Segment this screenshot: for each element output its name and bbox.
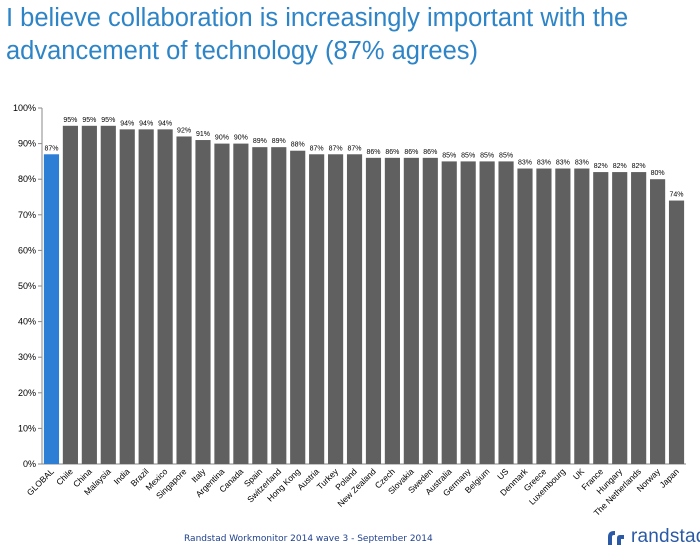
bar-spain: [252, 147, 268, 464]
bar-china: [81, 125, 97, 465]
value-label: 94%: [158, 120, 172, 127]
value-label: 86%: [385, 149, 399, 156]
value-label: 90%: [234, 135, 248, 142]
y-tick-label: 50%: [18, 281, 36, 291]
value-label: 85%: [461, 152, 475, 159]
value-label: 92%: [177, 127, 191, 134]
bar-singapore: [176, 136, 192, 465]
bar-mexico: [157, 129, 173, 465]
bar-norway: [650, 179, 666, 464]
bar-new-zealand: [365, 157, 382, 464]
value-label: 80%: [651, 170, 665, 177]
brand-logo: randstad: [606, 526, 700, 548]
value-label: 82%: [594, 163, 608, 170]
bar-brazil: [138, 129, 154, 465]
y-tick-label: 60%: [18, 245, 36, 255]
randstad-logo-icon: [608, 531, 624, 545]
bar-france: [593, 172, 609, 464]
bar-slovakia: [403, 157, 419, 464]
value-label: 95%: [101, 117, 115, 124]
bar-denmark: [517, 168, 533, 464]
y-tick-label: 20%: [18, 388, 36, 398]
bar-the-netherlands: [631, 172, 647, 464]
value-label: 86%: [404, 149, 418, 156]
y-tick-label: 40%: [18, 317, 36, 327]
value-label: 87%: [348, 145, 362, 152]
value-label: 86%: [423, 149, 437, 156]
value-label: 74%: [670, 192, 684, 199]
y-tick-label: 0%: [23, 459, 36, 469]
value-label: 85%: [480, 152, 494, 159]
bar-turkey: [328, 154, 344, 464]
value-label: 89%: [253, 138, 267, 145]
bar-switzerland: [271, 147, 287, 464]
bar-hungary: [612, 172, 628, 464]
value-label: 88%: [291, 142, 305, 149]
bar-austria: [309, 154, 325, 464]
bar-italy: [195, 140, 211, 465]
bar-india: [119, 129, 135, 465]
bar-poland: [346, 154, 363, 464]
y-tick-label: 80%: [18, 174, 36, 184]
value-label: 94%: [139, 120, 153, 127]
bar-malaysia: [100, 125, 116, 465]
y-axis-ticks: 0% 10% 20% 30% 40% 50% 60% 70% 80% 90% 100%: [13, 103, 42, 469]
bar-chile: [62, 125, 78, 465]
value-label: 87%: [329, 145, 343, 152]
bar-us: [498, 161, 514, 464]
value-label: 85%: [499, 152, 513, 159]
bars: [43, 125, 685, 465]
value-label: 82%: [613, 163, 627, 170]
value-label: 89%: [272, 138, 286, 145]
value-label: 83%: [518, 160, 532, 167]
logo-text: randstad: [631, 526, 700, 547]
bar-hong-kong: [290, 150, 306, 464]
category-label: GLOBAL: [25, 466, 56, 497]
value-label: 83%: [556, 160, 570, 167]
y-tick-label: 90%: [18, 139, 36, 149]
bar-japan: [668, 200, 685, 464]
source-footer: Randstad Workmonitor 2014 wave 3 - Septe…: [184, 534, 433, 544]
value-label: 95%: [63, 117, 77, 124]
x-axis-labels: GLOBALChileChinaMalaysiaIndiaBrazilMexic…: [25, 466, 681, 518]
bar-czech: [384, 157, 400, 464]
value-label: 83%: [537, 160, 551, 167]
chart-title: I believe collaboration is increasingly …: [6, 4, 629, 65]
value-label: 83%: [575, 160, 589, 167]
value-label: 82%: [632, 163, 646, 170]
bar-greece: [536, 168, 552, 464]
bar-germany: [460, 161, 476, 464]
value-label: 94%: [120, 120, 134, 127]
bar-global: [43, 154, 60, 464]
bar-canada: [233, 143, 249, 464]
value-label: 87%: [44, 145, 58, 152]
value-label: 86%: [366, 149, 380, 156]
value-label: 90%: [215, 135, 229, 142]
category-label: Japan: [657, 466, 681, 490]
category-label: India: [112, 466, 132, 486]
y-tick-label: 70%: [18, 210, 36, 220]
bar-australia: [441, 161, 457, 464]
y-tick-label: 10%: [18, 423, 36, 433]
value-label: 85%: [442, 152, 456, 159]
value-label: 91%: [196, 131, 210, 138]
y-tick-label: 100%: [13, 103, 36, 113]
y-tick-label: 30%: [18, 352, 36, 362]
value-labels: 87% 95% 95% 95% 94% 94% 94% 92% 91% 90% 90% 89% 89% 8…: [44, 117, 683, 199]
bar-belgium: [479, 161, 495, 464]
value-label: 95%: [82, 117, 96, 124]
bar-argentina: [214, 143, 230, 464]
bar-luxembourg: [555, 168, 571, 464]
bar-uk: [574, 168, 590, 464]
bar-sweden: [422, 157, 438, 464]
value-label: 87%: [310, 145, 324, 152]
